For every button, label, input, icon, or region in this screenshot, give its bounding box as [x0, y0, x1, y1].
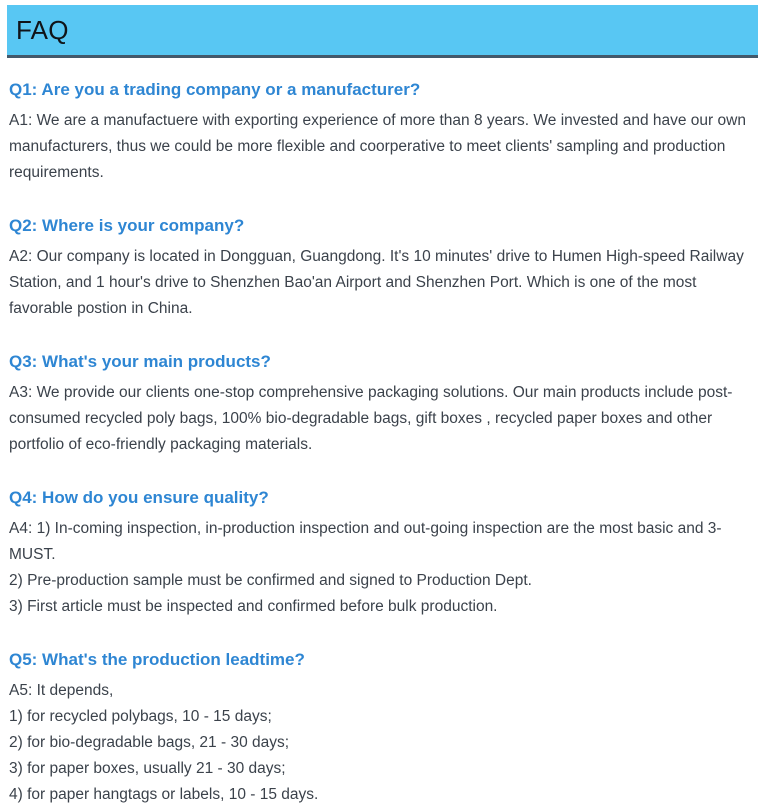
- faq-answer-line: A2: Our company is located in Dongguan, …: [9, 248, 744, 317]
- faq-answer-line: A5: It depends,: [9, 682, 114, 699]
- page-title: FAQ: [16, 14, 69, 45]
- faq-answer-line: A1: We are a manufactuere with exporting…: [9, 112, 746, 181]
- faq-question: Q4: How do you ensure quality?: [9, 488, 269, 507]
- faq-answer: A5: It depends, 1) for recycled polybags…: [9, 678, 756, 808]
- faq-answer: A3: We provide our clients one-stop comp…: [9, 380, 756, 458]
- faq-answer-line: 1) for recycled polybags, 10 - 15 days;: [9, 708, 272, 725]
- faq-question: Q3: What's your main products?: [9, 352, 271, 371]
- faq-question: Q1: Are you a trading company or a manuf…: [9, 80, 421, 99]
- faq-item: Q2: Where is your company? A2: Our compa…: [9, 215, 756, 322]
- faq-answer-line: 2) for bio-degradable bags, 21 - 30 days…: [9, 734, 290, 751]
- faq-question: Q5: What's the production leadtime?: [9, 650, 305, 669]
- faq-answer-line: 4) for paper hangtags or labels, 10 - 15…: [9, 786, 319, 803]
- faq-answer-line: 3) for paper boxes, usually 21 - 30 days…: [9, 760, 286, 777]
- faq-answer: A4: 1) In-coming inspection, in-producti…: [9, 516, 756, 620]
- faq-answer-line: 2) Pre-production sample must be confirm…: [9, 572, 532, 589]
- faq-item: Q4: How do you ensure quality? A4: 1) In…: [9, 487, 756, 620]
- faq-item: Q5: What's the production leadtime? A5: …: [9, 649, 756, 808]
- faq-content: Q1: Are you a trading company or a manuf…: [7, 58, 758, 808]
- faq-answer: A2: Our company is located in Dongguan, …: [9, 244, 756, 322]
- faq-item: Q3: What's your main products? A3: We pr…: [9, 351, 756, 458]
- faq-question: Q2: Where is your company?: [9, 216, 245, 235]
- faq-answer-line: A3: We provide our clients one-stop comp…: [9, 384, 733, 453]
- faq-header-bar: FAQ: [7, 5, 758, 58]
- faq-answer: A1: We are a manufactuere with exporting…: [9, 108, 756, 186]
- faq-answer-line: A4: 1) In-coming inspection, in-producti…: [9, 520, 722, 563]
- faq-answer-line: 3) First article must be inspected and c…: [9, 598, 498, 615]
- faq-item: Q1: Are you a trading company or a manuf…: [9, 79, 756, 186]
